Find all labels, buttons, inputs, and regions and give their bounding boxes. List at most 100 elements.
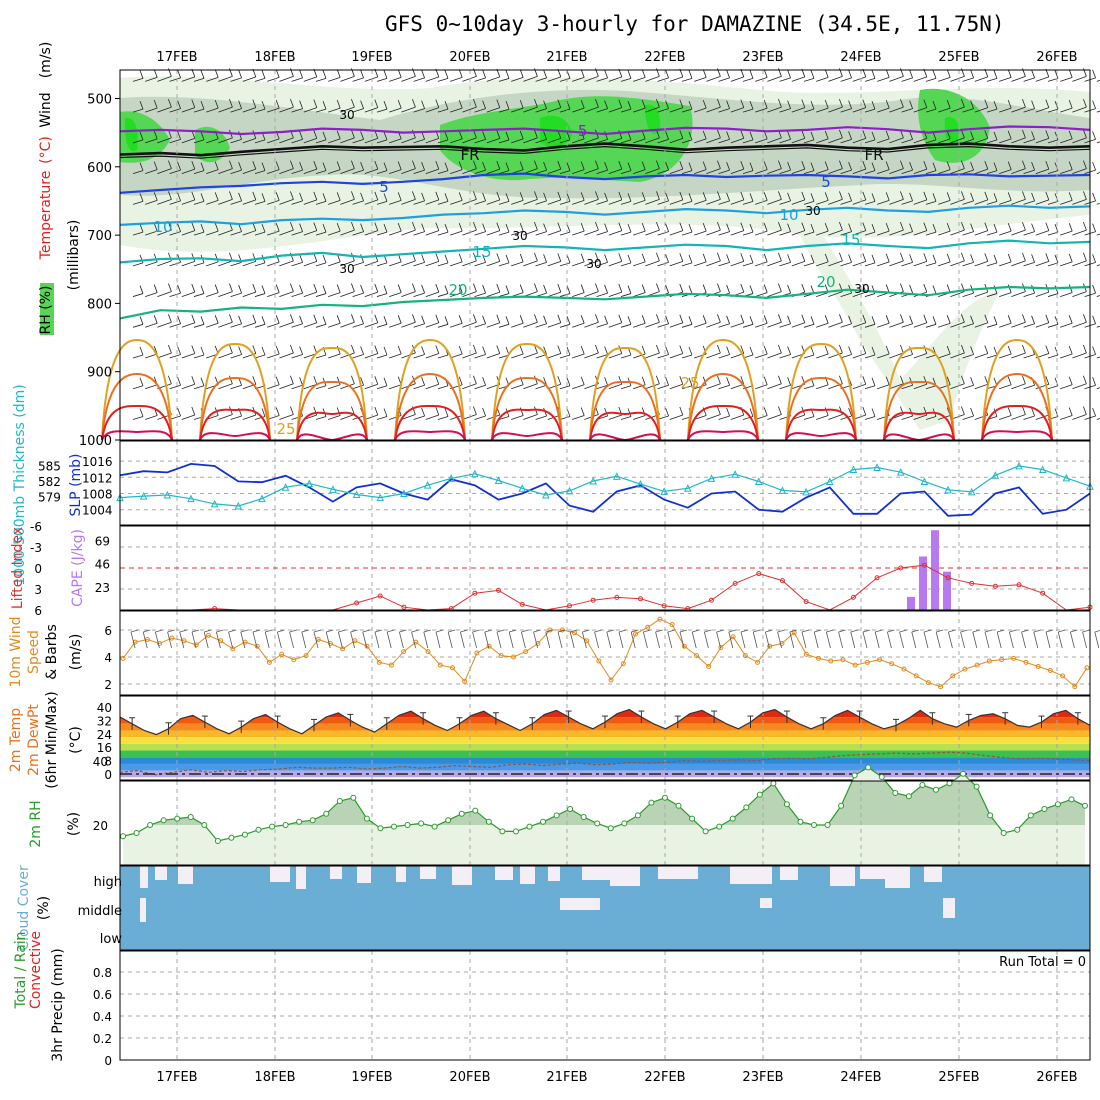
wind-barb [669, 138, 683, 144]
wind-barb-10m [143, 629, 151, 633]
wind-barb [877, 138, 890, 144]
wind-barb [267, 107, 280, 113]
wind-barb [679, 99, 684, 108]
wind-barb [191, 314, 196, 323]
wind-barb [1022, 314, 1026, 323]
wind-barb-10m [911, 631, 917, 649]
wind-barb [543, 346, 547, 355]
wind-barb-10m [1057, 631, 1063, 649]
wind-barb [1096, 233, 1100, 236]
wind-barb [787, 254, 791, 263]
wind-speed-marker [437, 662, 443, 668]
chart-title: GFS 0~10day 3-hourly for DAMAZINE (34.5E… [385, 12, 1005, 36]
wind-barb [242, 291, 256, 297]
wind-barb [999, 322, 1012, 328]
wind-barb [352, 354, 364, 359]
wind-barb [474, 354, 486, 359]
wind-barb [702, 284, 707, 293]
wind-barb [401, 229, 416, 236]
wind-barb-10m [1009, 629, 1017, 633]
wind-barb [877, 322, 890, 328]
wind-barb [498, 78, 510, 82]
wind-barb [801, 130, 806, 139]
wind-barb [352, 323, 364, 328]
wind-barb [618, 160, 623, 170]
wind-barb [1047, 354, 1059, 359]
wind-barb [1068, 253, 1073, 262]
wind-barb [993, 254, 998, 263]
wind-barb-10m [460, 629, 468, 633]
wind-barb [351, 99, 355, 108]
wind-barb [900, 191, 904, 200]
wind-barb [694, 322, 707, 328]
wind-barb [665, 192, 669, 202]
wind-barb [157, 168, 172, 175]
wind-barb [702, 222, 707, 232]
wind-barb [498, 200, 510, 205]
wind-barb-10m [350, 631, 355, 649]
wind-barb [401, 414, 416, 420]
wind-barb [421, 407, 425, 417]
wind-barb [435, 191, 440, 201]
wind-barb [694, 384, 707, 390]
wind-barb [889, 352, 904, 359]
temp-tick-label: 16 [97, 741, 112, 755]
wind-barb [665, 407, 669, 417]
wind-barb [437, 170, 449, 175]
wind-barb [984, 160, 989, 170]
wind-barb [889, 260, 904, 267]
wind-barb [641, 192, 646, 201]
wind-barb [290, 191, 294, 200]
wind-barb [665, 100, 669, 109]
wind-barb [657, 354, 669, 359]
wind-barb [633, 261, 646, 267]
wind-barb [840, 139, 852, 144]
wind-barb [787, 223, 791, 232]
wind-barb [993, 131, 998, 141]
wind-barb [473, 283, 477, 292]
wind-speed-marker [925, 680, 931, 686]
wind-barb [1045, 130, 1050, 139]
wind-barb [435, 345, 440, 354]
wind-barb [718, 139, 730, 144]
wind-barb [864, 323, 876, 328]
wind-barb [889, 168, 904, 175]
wind-barb [191, 345, 196, 354]
wind-barb [444, 193, 449, 202]
wind-barb [437, 416, 449, 420]
wind-barb [1047, 78, 1059, 82]
wind-barb [1022, 191, 1026, 200]
wind-barb [688, 193, 693, 202]
wind-barb [839, 314, 843, 323]
wind-barb [364, 76, 378, 82]
wind-barb [559, 139, 571, 144]
wind-barb [665, 69, 669, 79]
lifted-index-marker [377, 593, 383, 599]
wind-barb [193, 78, 205, 82]
wind-barb [572, 261, 585, 267]
wind-barb [864, 293, 876, 297]
wind-barb [726, 377, 730, 386]
wind-barb-10m [765, 629, 773, 633]
wind-barb [214, 100, 219, 109]
date-label-bottom: 23FEB [742, 1070, 783, 1085]
wind-barb [767, 76, 782, 82]
wind-barb [1096, 172, 1100, 175]
wind-barb [191, 406, 196, 416]
wind-barb [364, 230, 378, 236]
wind-barb [726, 254, 730, 263]
wind-barb [1023, 200, 1035, 205]
cloud-layer-label: middle [78, 904, 122, 919]
wind-barb [412, 160, 416, 169]
wind-barb [787, 69, 791, 79]
wind-barb [974, 168, 988, 175]
wind-barb-10m [618, 631, 624, 649]
wind-barb [1096, 202, 1100, 205]
wind-barb [425, 107, 439, 113]
wind-barb [694, 138, 707, 144]
wind-barb [482, 377, 486, 386]
date-label-top: 19FEB [351, 50, 392, 65]
wind-barb [303, 230, 317, 236]
wind-barb [767, 352, 782, 359]
